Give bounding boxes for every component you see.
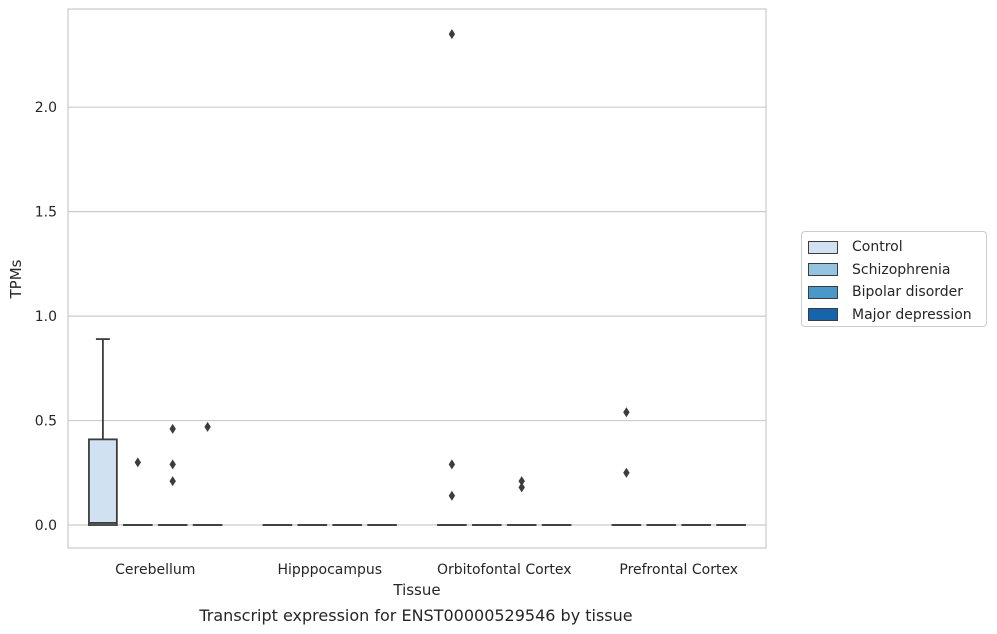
legend-item: Major depression — [808, 304, 986, 327]
outlier-point — [169, 423, 176, 434]
legend-item: Bipolar disorder — [808, 281, 986, 304]
y-axis-label: TPMs — [7, 259, 25, 299]
box-0-0 — [88, 338, 118, 526]
legend: Control Schizophrenia Bipolar disorder Majo… — [801, 231, 987, 327]
legend-swatch — [808, 308, 838, 322]
outlier-point — [204, 421, 211, 432]
outlier-point — [518, 482, 525, 493]
x-tick-labels: Cerebellum Hipppocampus Orbitofontal Corte… — [115, 562, 738, 578]
outlier-point — [448, 490, 456, 501]
y-tick-label: 1.0 — [35, 309, 57, 325]
outlier-point — [448, 29, 456, 40]
outlier-point — [623, 467, 630, 478]
x-axis-label: Tissue — [392, 581, 440, 599]
outlier-point — [134, 457, 141, 468]
y-tick-label: 0.5 — [35, 414, 57, 430]
legend-label: Schizophrenia — [852, 261, 951, 278]
y-tick-labels: 0.0 0.5 1.0 1.5 2.0 — [35, 100, 57, 534]
legend-label: Control — [852, 239, 903, 256]
legend-item: Schizophrenia — [808, 259, 986, 282]
boxes — [88, 338, 746, 526]
legend-swatch — [808, 263, 838, 277]
outlier-point — [169, 476, 176, 487]
box-body — [88, 438, 118, 526]
legend-swatch — [808, 285, 838, 299]
outlier-point — [518, 476, 525, 487]
legend-label: Major depression — [852, 306, 972, 323]
outliers — [134, 29, 630, 501]
plot-frame — [67, 8, 767, 549]
x-tick-label: Prefrontal Cortex — [619, 562, 738, 578]
legend-swatch — [808, 240, 838, 254]
outlier-point — [448, 459, 456, 470]
y-tick-label: 2.0 — [35, 100, 57, 116]
x-tick-label: Hipppocampus — [277, 562, 382, 578]
outlier-point — [169, 459, 176, 470]
chart-caption: Transcript expression for ENST0000052954… — [199, 606, 633, 625]
x-tick-label: Cerebellum — [115, 562, 195, 578]
y-tick-label: 1.5 — [35, 205, 57, 221]
x-tick-label: Orbitofontal Cortex — [437, 562, 572, 578]
legend-label: Bipolar disorder — [852, 284, 964, 301]
outlier-point — [623, 407, 630, 418]
legend-item: Control — [808, 236, 986, 259]
y-tick-label: 0.0 — [35, 518, 57, 534]
